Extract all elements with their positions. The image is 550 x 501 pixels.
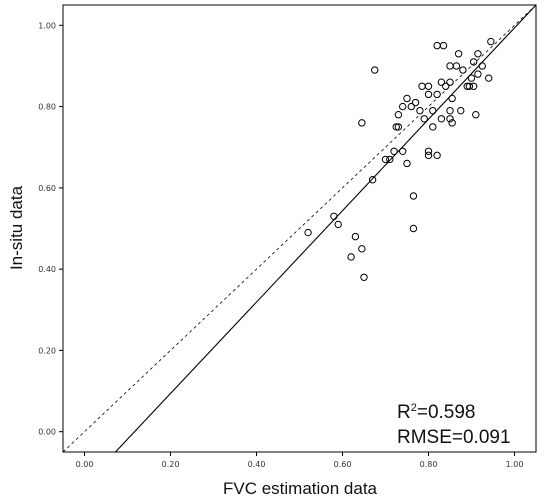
data-point [403,94,411,103]
rmse-annotation: RMSE=0.091 [397,427,511,448]
x-tick-label: 0.60 [334,460,352,469]
data-point [390,147,398,155]
x-tick-label: 0.80 [420,460,438,469]
data-point [446,106,454,115]
r-squared-superscript: 2 [411,402,417,414]
data-point [416,106,424,115]
x-tick-label: 1.00 [506,460,524,469]
data-point [358,119,366,127]
data-point [437,115,446,123]
x-tick-label: 0.40 [248,460,266,469]
data-point [392,123,400,131]
data-point [418,82,426,90]
data-point [446,78,454,86]
plot-frame [62,4,537,453]
data-point [485,74,493,82]
data-point [351,232,360,241]
data-point [487,37,495,46]
data-point [330,212,338,221]
data-point [424,147,433,155]
y-tick-label: 1.00 [38,21,56,30]
data-point [409,192,418,200]
data-point [469,82,478,90]
data-point [448,119,456,127]
y-tick-label: 0.20 [38,346,56,355]
data-point [439,41,448,50]
reference-lines [63,5,536,452]
data-point [399,102,407,111]
data-point [448,94,456,103]
data-point [403,159,411,168]
data-point [474,50,482,58]
one-to-one-line [63,5,536,452]
y-axis-label: In-situ data [7,185,26,270]
r-squared-value: =0.598 [417,402,476,423]
data-point [437,78,446,86]
data-point [478,62,486,70]
data-point [411,98,420,107]
r-squared-prefix: R [397,402,411,423]
x-tick-label: 0.20 [162,460,180,469]
data-point [381,155,390,164]
data-point [399,147,407,155]
data-point [457,106,465,115]
data-point [433,151,441,160]
data-point [334,220,342,229]
data-point [368,176,377,184]
data-point [452,62,461,70]
data-point [472,111,480,119]
y-axis-ticks: 0.00 0.20 0.40 0.60 0.80 1.00 [38,21,63,437]
data-point [467,74,476,82]
data-point [474,70,482,78]
data-point [394,123,403,131]
data-point [386,155,394,164]
data-point [407,102,415,111]
y-tick-label: 0.00 [38,428,56,437]
data-point [424,82,433,90]
x-axis-label: FVC estimation data [223,479,378,498]
y-tick-label: 0.80 [38,103,56,112]
data-point [424,151,433,160]
data-point [446,115,454,123]
data-point [424,90,433,99]
data-point [465,82,474,90]
data-point [394,111,403,119]
data-point [446,62,454,70]
data-point [429,106,437,115]
data-point [429,123,437,131]
data-point [433,41,441,50]
y-tick-label: 0.40 [38,265,56,274]
plot-content [63,5,536,452]
y-tick-label: 0.60 [38,184,56,193]
data-point [442,82,450,90]
data-point [459,66,467,74]
fit-line [115,5,536,452]
x-axis-ticks: 0.00 0.20 0.40 0.60 0.80 1.00 [76,452,524,469]
data-point [347,253,355,261]
r-squared-annotation: R2=0.598 [397,402,476,423]
data-point [409,224,418,233]
data-point [433,90,441,99]
data-point [469,58,478,66]
data-point [358,245,366,253]
x-tick-label: 0.00 [76,460,94,469]
data-point [454,50,463,58]
data-point [304,228,312,237]
data-point [360,273,368,281]
data-point [420,115,428,123]
data-point [371,66,379,74]
